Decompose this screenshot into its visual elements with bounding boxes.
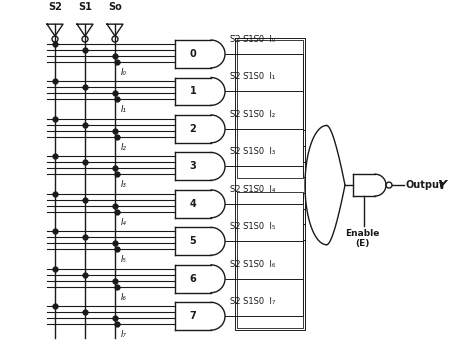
Text: Enable
(E): Enable (E)	[345, 229, 379, 248]
Text: 0: 0	[190, 49, 196, 59]
Text: I₄: I₄	[121, 218, 127, 227]
Text: S̅2 S1S0  I₃: S̅2 S1S0 I₃	[230, 147, 275, 156]
Text: 6: 6	[190, 274, 196, 284]
Circle shape	[82, 36, 88, 42]
Text: I₀: I₀	[121, 68, 127, 77]
Text: I₅: I₅	[121, 255, 127, 264]
Text: S2 S̅1S̅0  I₄: S2 S̅1S̅0 I₄	[230, 185, 275, 194]
Text: I₁: I₁	[121, 105, 127, 114]
Text: I₆: I₆	[121, 293, 127, 302]
Circle shape	[112, 36, 118, 42]
Text: S̅2 S̅1S0  I₁: S̅2 S̅1S0 I₁	[230, 73, 275, 82]
Text: Y: Y	[437, 178, 446, 191]
Text: So: So	[108, 2, 122, 12]
Text: S̅2 S1S̅0  I₂: S̅2 S1S̅0 I₂	[230, 110, 275, 119]
Text: S̅2 S̅1S̅0  I₀: S̅2 S̅1S̅0 I₀	[230, 35, 275, 44]
Text: 4: 4	[190, 199, 196, 209]
Text: Output: Output	[406, 180, 445, 190]
Text: 3: 3	[190, 161, 196, 171]
Circle shape	[52, 36, 58, 42]
Text: S2 S̅1S0  I₅: S2 S̅1S0 I₅	[230, 222, 275, 231]
Text: 7: 7	[190, 311, 196, 321]
Text: S2 S1S̅0  I₆: S2 S1S̅0 I₆	[230, 260, 275, 269]
Text: 5: 5	[190, 236, 196, 246]
Text: 2: 2	[190, 124, 196, 134]
Text: I₂: I₂	[121, 143, 127, 152]
Text: S2: S2	[48, 2, 62, 12]
Text: 1: 1	[190, 87, 196, 96]
Text: I₃: I₃	[121, 180, 127, 189]
Text: S2 S1S0  I₇: S2 S1S0 I₇	[230, 297, 275, 306]
Text: I₇: I₇	[121, 330, 127, 339]
Text: S1: S1	[78, 2, 92, 12]
